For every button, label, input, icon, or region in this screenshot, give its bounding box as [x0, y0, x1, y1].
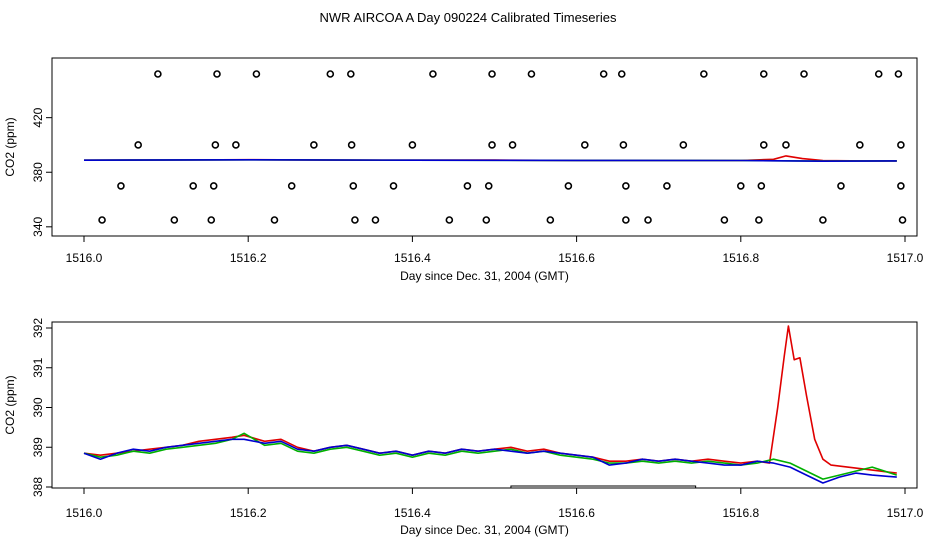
data-point	[310, 141, 318, 149]
series-line-blue	[83, 159, 897, 162]
x-axis-label: Day since Dec. 31, 2004 (GMT)	[400, 269, 569, 283]
data-point	[757, 182, 766, 190]
data-point	[720, 216, 729, 224]
data-point	[898, 216, 907, 224]
data-point	[371, 216, 380, 224]
plot-frame	[51, 321, 918, 489]
data-point	[287, 182, 296, 190]
data-point	[800, 70, 808, 78]
series-line-blue	[83, 438, 897, 484]
x-tick-label: 1517.0	[887, 251, 924, 265]
y-tick-label: 392	[31, 318, 45, 338]
data-point	[488, 141, 496, 149]
x-axis-label: Day since Dec. 31, 2004 (GMT)	[400, 523, 569, 537]
x-tick-label: 1517.0	[887, 506, 924, 520]
data-point	[484, 182, 493, 190]
data-point	[819, 216, 827, 224]
data-point	[599, 70, 608, 78]
data-point	[546, 216, 555, 224]
data-point	[644, 216, 652, 224]
data-point	[117, 182, 125, 190]
data-point	[897, 182, 905, 190]
data-point	[759, 141, 768, 149]
data-point	[351, 216, 359, 224]
data-point	[564, 182, 573, 190]
y-tick-label: 390	[31, 397, 45, 417]
data-point	[154, 70, 162, 78]
data-point	[326, 70, 335, 78]
x-tick-label: 1516.4	[394, 251, 431, 265]
data-point	[508, 141, 517, 149]
data-point	[347, 70, 355, 78]
x-tick-label: 1516.2	[230, 506, 267, 520]
y-tick-label: 420	[31, 107, 45, 127]
data-point	[488, 70, 496, 78]
y-tick-label: 389	[31, 437, 45, 457]
data-point	[856, 141, 864, 149]
data-point	[736, 182, 745, 190]
data-point	[207, 216, 216, 224]
data-point	[213, 70, 221, 78]
x-tick-label: 1516.2	[230, 251, 267, 265]
data-point	[482, 216, 491, 224]
data-point	[663, 182, 671, 190]
series-line-red	[83, 325, 897, 474]
data-point	[894, 70, 903, 78]
data-point	[170, 216, 179, 224]
data-point	[429, 70, 437, 78]
y-tick-label: 340	[31, 216, 45, 236]
y-axis-label: CO2 (ppm)	[3, 375, 17, 434]
data-point	[252, 70, 261, 78]
data-point	[622, 216, 630, 224]
page-title: NWR AIRCOA A Day 090224 Calibrated Times…	[319, 10, 617, 25]
x-tick-label: 1516.6	[558, 506, 595, 520]
data-point	[445, 216, 454, 224]
x-tick-label: 1516.6	[558, 251, 595, 265]
data-point	[211, 141, 220, 149]
data-point	[389, 182, 398, 190]
data-point	[897, 141, 905, 149]
y-axis-label: CO2 (ppm)	[3, 117, 17, 176]
data-point	[189, 182, 197, 190]
data-point	[408, 141, 417, 149]
data-point	[527, 70, 536, 78]
y-tick-label: 380	[31, 162, 45, 182]
data-point	[622, 182, 630, 190]
data-point	[759, 70, 768, 78]
data-point	[232, 141, 240, 149]
x-tick-label: 1516.8	[722, 506, 759, 520]
data-point	[98, 216, 106, 224]
x-tick-label: 1516.0	[66, 506, 103, 520]
data-point	[270, 216, 279, 224]
y-tick-label: 388	[31, 477, 45, 497]
data-point	[700, 70, 708, 78]
data-point	[581, 141, 589, 149]
data-point	[134, 141, 142, 149]
data-point	[782, 141, 790, 149]
data-point	[755, 216, 763, 224]
data-point	[874, 70, 883, 78]
plot-frame	[51, 57, 918, 237]
top-panel: 1516.0 1516.2 1516.4 1516.6 1516.8 1517.0 340 3…	[3, 57, 924, 283]
x-tick-label: 1516.0	[66, 251, 103, 265]
data-point	[679, 141, 688, 149]
data-point	[349, 182, 358, 190]
x-tick-label: 1516.8	[722, 251, 759, 265]
time-bracket	[510, 485, 697, 488]
data-point	[617, 70, 626, 78]
x-tick-label: 1516.4	[394, 506, 431, 520]
data-point	[209, 182, 218, 190]
series-line-green	[83, 432, 898, 480]
data-point	[347, 141, 356, 149]
data-point	[463, 182, 472, 190]
bottom-panel: 1516.0 1516.2 1516.4 1516.6 1516.8 1517.0 388 3…	[3, 318, 924, 537]
data-point	[837, 182, 845, 190]
y-tick-label: 391	[31, 357, 45, 377]
data-point	[619, 141, 628, 149]
